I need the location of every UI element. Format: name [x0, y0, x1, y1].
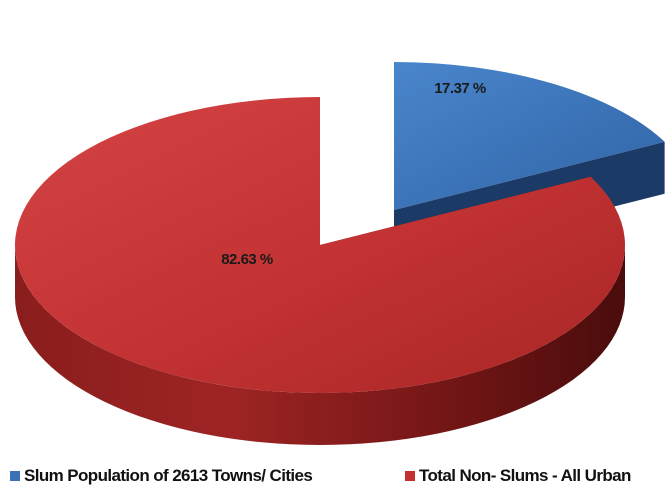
legend-label-slum: Slum Population of 2613 Towns/ Cities: [24, 466, 313, 485]
slice-top-slum: [394, 62, 665, 210]
legend-label-non-slum: Total Non- Slums - All Urban: [419, 466, 631, 485]
data-label-slum: 17.37 %: [434, 80, 486, 97]
legend-swatch-non-slum: [405, 471, 415, 481]
slice-top-non-slum: [15, 97, 625, 393]
data-label-non-slum: 82.63 %: [221, 251, 273, 268]
legend-swatch-slum: [10, 471, 20, 481]
legend-item-non-slum: Total Non- Slums - All Urban: [405, 466, 631, 486]
slice-side-non-slum: [15, 245, 625, 445]
pie-chart-canvas: 17.37 % 82.63 %: [15, 62, 665, 445]
legend-item-slum: Slum Population of 2613 Towns/ Cities: [10, 466, 313, 486]
chart-legend: Slum Population of 2613 Towns/ Cities To…: [0, 466, 670, 490]
